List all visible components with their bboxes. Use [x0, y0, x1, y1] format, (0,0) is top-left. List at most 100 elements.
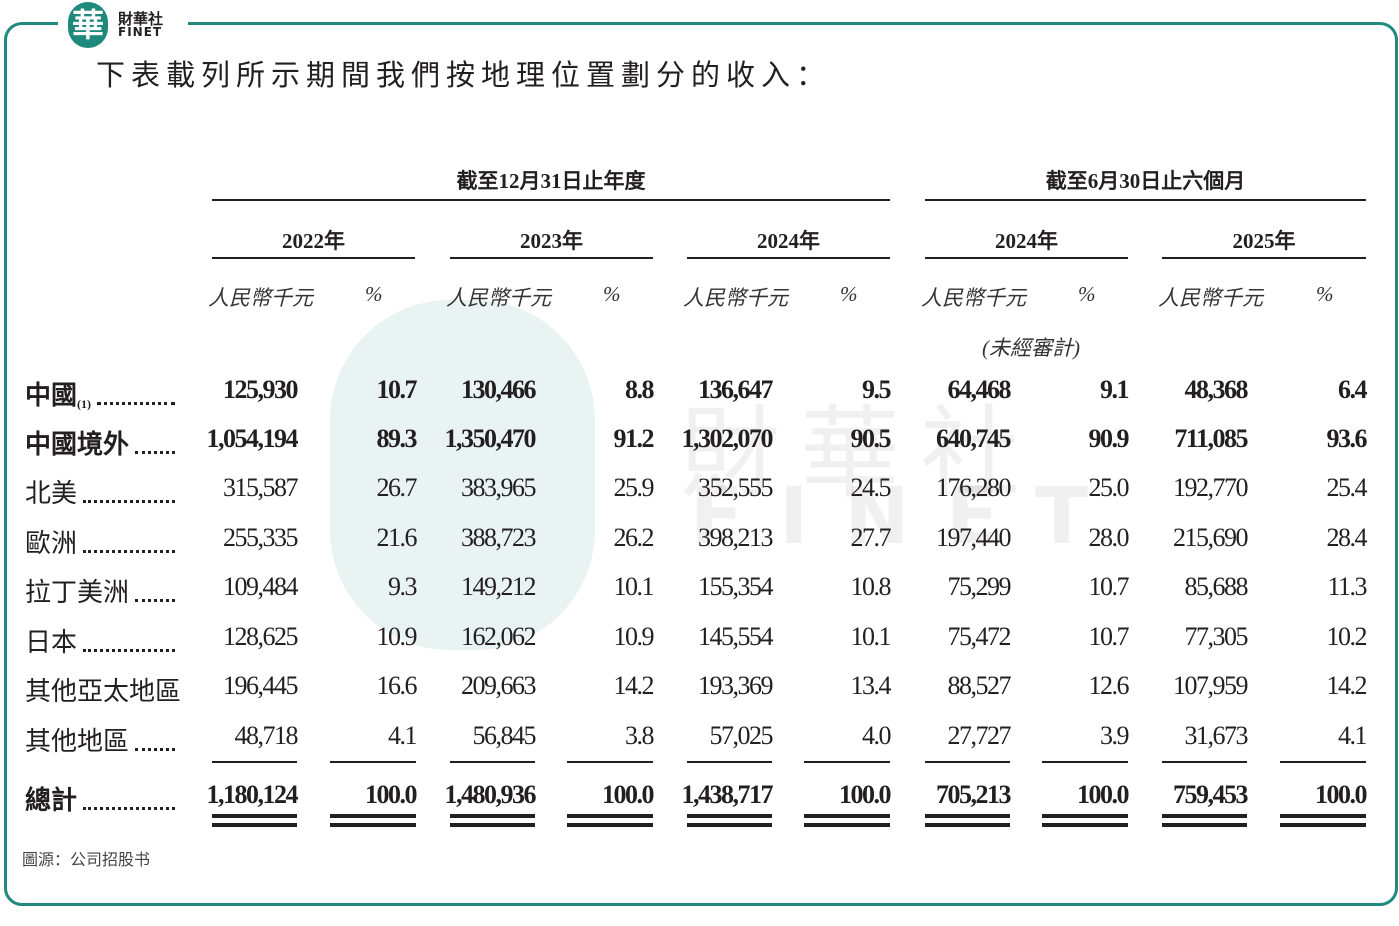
cell: 26.2 — [613, 523, 655, 552]
cell: 85,688 — [1184, 572, 1249, 601]
cell: 398,213 — [698, 523, 774, 552]
cell: 162,062 — [461, 622, 537, 651]
cell: 383,965 — [461, 473, 537, 502]
cell: 10.8 — [850, 572, 892, 601]
row-label: 拉丁美洲 — [25, 572, 175, 609]
row-label: 中國 (1) — [25, 375, 175, 412]
total-rule-double — [567, 823, 653, 827]
row-label-text: 歐洲 — [25, 529, 78, 558]
unit-percent: % — [1316, 282, 1334, 306]
cell: 10.7 — [1088, 572, 1130, 601]
row-label: 歐洲 — [25, 523, 175, 560]
total-rule-top — [1162, 761, 1247, 763]
cell: 125,930 — [223, 375, 299, 404]
cell: 10.2 — [1326, 622, 1368, 651]
row-label-text: 總計 — [25, 786, 78, 815]
year-rule — [687, 257, 890, 259]
cell: 315,587 — [223, 473, 299, 502]
cell: 31,673 — [1184, 721, 1249, 750]
title: 下表載列所示期間我們按地理位置劃分的收入： — [96, 60, 832, 92]
total-rule-top — [212, 761, 297, 763]
cell: 176,280 — [936, 473, 1012, 502]
total-rule-top — [804, 761, 890, 763]
row-label: 日本 — [25, 622, 175, 659]
cell: 1,438,717 — [681, 780, 774, 809]
year-header: 2024年 — [757, 229, 820, 253]
year-header: 2025年 — [1232, 229, 1296, 253]
total-rule-double — [212, 823, 297, 827]
year-rule — [450, 257, 653, 259]
year-rule — [1162, 257, 1366, 259]
total-rule-double — [804, 823, 890, 827]
total-rule-top — [330, 761, 416, 763]
total-rule-double — [567, 814, 653, 818]
total-rule-double — [330, 823, 416, 827]
total-rule-top — [1042, 761, 1128, 763]
cell: 109,484 — [223, 572, 299, 601]
row-label: 總計 — [25, 780, 175, 817]
cell: 10.1 — [613, 572, 655, 601]
dot-leader — [135, 451, 175, 454]
cell: 107,959 — [1173, 671, 1249, 700]
year-rule — [212, 257, 415, 259]
year-header: 2023年 — [520, 229, 583, 253]
total-rule-top — [687, 761, 772, 763]
row-label-text: 拉丁美洲 — [25, 578, 130, 607]
cell: 3.9 — [1100, 721, 1130, 750]
cell: 155,354 — [698, 572, 774, 601]
total-rule-top — [925, 761, 1010, 763]
logo-sub: FINET — [118, 25, 163, 39]
cell: 388,723 — [461, 523, 537, 552]
cell: 75,299 — [947, 572, 1012, 601]
watermark-text: 財華社 — [680, 395, 1040, 512]
cell: 192,770 — [1173, 473, 1249, 502]
cell: 25.9 — [613, 473, 655, 502]
total-rule-double — [687, 823, 772, 827]
cell: 640,745 — [936, 424, 1012, 453]
unit-amount: 人民幣千元 — [446, 286, 551, 310]
cell: 100.0 — [602, 780, 655, 809]
row-label-text: 中國 — [25, 381, 78, 410]
cell: 10.9 — [613, 622, 655, 651]
cell: 9.5 — [862, 375, 892, 404]
unit-amount: 人民幣千元 — [1158, 286, 1263, 310]
cell: 57,025 — [709, 721, 774, 750]
row-label: 北美 — [25, 473, 175, 510]
cell: 93.6 — [1326, 424, 1368, 453]
total-rule-double — [687, 814, 772, 818]
row-label: 中國境外 — [25, 424, 175, 461]
cell: 711,085 — [1174, 424, 1248, 453]
year-header: 2022年 — [282, 229, 345, 253]
unit-amount: 人民幣千元 — [208, 286, 313, 310]
cell: 10.1 — [850, 622, 892, 651]
total-rule-double — [450, 823, 535, 827]
cell: 24.5 — [850, 473, 892, 502]
cell: 100.0 — [1077, 780, 1130, 809]
year-header: 2024年 — [995, 229, 1058, 253]
total-rule-double — [212, 814, 297, 818]
unit-amount: 人民幣千元 — [683, 286, 788, 310]
cell: 100.0 — [839, 780, 892, 809]
cell: 1,350,470 — [444, 424, 537, 453]
cell: 1,480,936 — [444, 780, 537, 809]
cell: 100.0 — [365, 780, 418, 809]
unit-percent: % — [365, 282, 383, 306]
group-header: 截至6月30日止六個月 — [1045, 169, 1246, 193]
cell: 25.0 — [1088, 473, 1130, 502]
total-rule-double — [330, 814, 416, 818]
cell: 28.0 — [1088, 523, 1130, 552]
cell: 90.5 — [850, 424, 892, 453]
cell: 193,369 — [698, 671, 774, 700]
cell: 9.3 — [388, 572, 418, 601]
cell: 136,647 — [698, 375, 774, 404]
cell: 1,054,194 — [206, 424, 299, 453]
dot-leader — [135, 748, 175, 751]
total-rule-double — [1280, 823, 1366, 827]
cell: 48,368 — [1184, 375, 1249, 404]
watermark-shape — [330, 300, 595, 650]
total-rule-double — [450, 814, 535, 818]
cell: 21.6 — [376, 523, 418, 552]
total-rule-double — [1042, 823, 1128, 827]
watermark-sub: FINET — [690, 472, 1125, 562]
cell: 14.2 — [613, 671, 655, 700]
